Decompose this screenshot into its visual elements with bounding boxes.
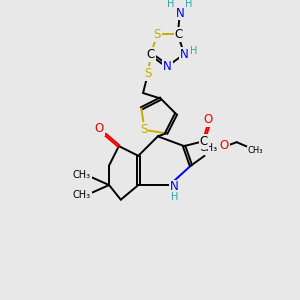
Text: N: N (170, 181, 179, 194)
Text: S: S (154, 28, 161, 41)
Text: CH₃: CH₃ (73, 190, 91, 200)
Text: O: O (95, 122, 104, 135)
Text: N: N (180, 48, 189, 61)
Text: H: H (190, 46, 198, 56)
Text: N: N (176, 7, 184, 20)
Text: C: C (147, 48, 155, 61)
Text: O: O (219, 139, 229, 152)
Text: N: N (163, 60, 172, 73)
Text: CH₃: CH₃ (73, 170, 91, 180)
Text: H: H (185, 0, 192, 9)
Text: S: S (140, 123, 147, 136)
Text: CH₃: CH₃ (200, 143, 217, 153)
Text: C: C (200, 135, 208, 148)
Text: H: H (167, 0, 175, 9)
Text: CH₃: CH₃ (248, 146, 263, 155)
Text: C: C (175, 28, 183, 41)
Text: H: H (171, 192, 178, 202)
Text: S: S (144, 67, 152, 80)
Text: O: O (204, 113, 213, 126)
